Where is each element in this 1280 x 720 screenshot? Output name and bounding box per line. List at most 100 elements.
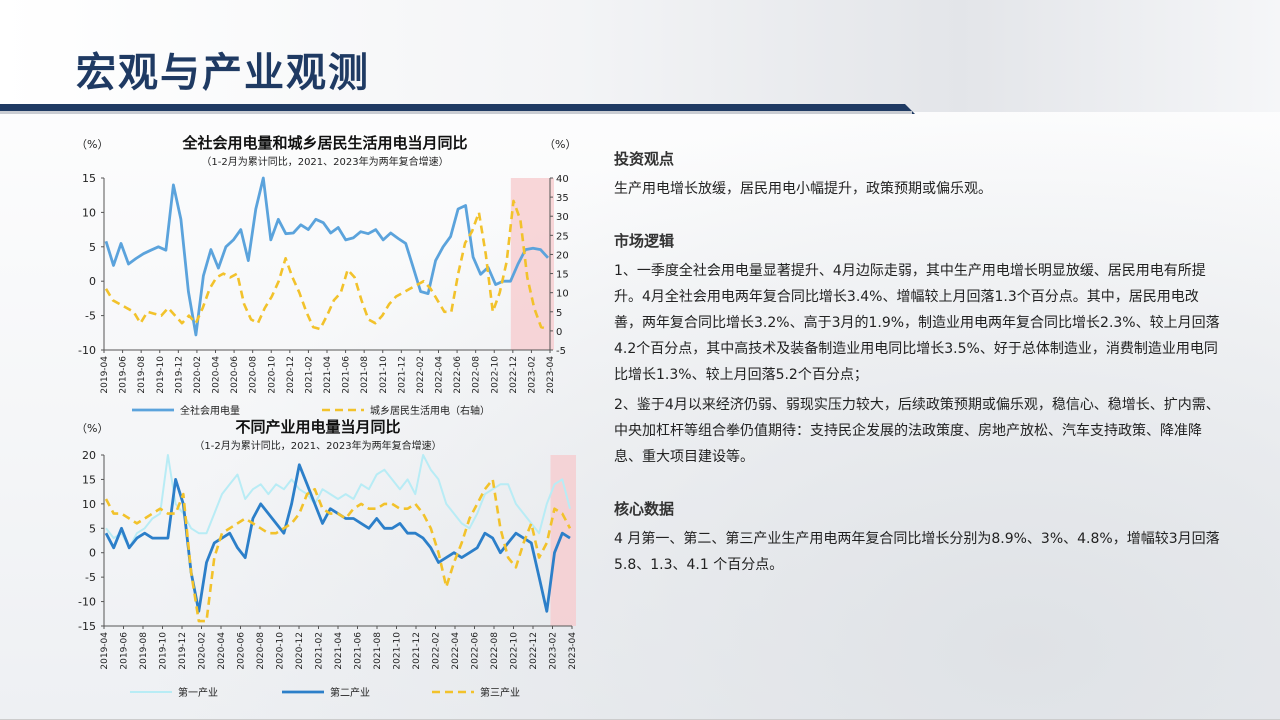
x-tick-label: 2019-10 xyxy=(159,632,169,670)
x-tick-label: 2021-04 xyxy=(334,632,344,670)
legend-label-3: 第三产业 xyxy=(480,686,520,699)
section-title: 核心数据 xyxy=(614,500,675,518)
y2-tick-label: -5 xyxy=(556,346,566,357)
y2-tick-label: 25 xyxy=(556,231,569,242)
series-line-1 xyxy=(104,176,550,337)
x-tick-label: 2022-02 xyxy=(416,356,426,394)
x-tick-label: 2023-02 xyxy=(549,632,559,670)
x-tick-label: 2023-02 xyxy=(527,356,537,394)
x-tick-label: 2019-04 xyxy=(100,632,110,670)
title-rule xyxy=(0,104,915,114)
section-investment-view: 投资观点 生产用电增长放缓，居民用电小幅提升，政策预期或偏乐观。 xyxy=(614,146,1224,202)
y-tick-label: -5 xyxy=(85,571,96,584)
x-tick-label: 2023-04 xyxy=(568,632,578,670)
x-tick-label: 2019-12 xyxy=(178,632,188,670)
section-paragraph: 1、一季度全社会用电量显著提升、4月边际走弱，其中生产用电增长明显放缓、居民用电… xyxy=(614,263,1220,383)
y2-tick-label: 5 xyxy=(556,308,562,319)
legend-label-2: 城乡居民生活用电（右轴） xyxy=(370,404,490,417)
page-title: 宏观与产业观测 xyxy=(76,50,370,96)
section-paragraph: 4 月第一、第二、第三产业生产用电两年复合同比增长分别为8.9%、3%、4.8%… xyxy=(614,531,1220,573)
section-market-logic: 市场逻辑 1、一季度全社会用电量显著提升、4月边际走弱，其中生产用电增长明显放缓… xyxy=(614,228,1224,470)
section-core-data: 核心数据 4 月第一、第二、第三产业生产用电两年复合同比增长分别为8.9%、3%… xyxy=(614,496,1224,578)
legend-label-2: 第二产业 xyxy=(330,686,370,699)
chart-subtitle: （1-2月为累计同比，2021、2023年为两年复合增速） xyxy=(194,439,441,452)
x-tick-label: 2019-06 xyxy=(119,356,129,394)
x-tick-label: 2022-12 xyxy=(529,632,539,670)
section-title: 投资观点 xyxy=(614,150,675,168)
section-paragraph: 2、鉴于4月以来经济仍弱、弱现实压力较大，后续政策预期或偏乐观，稳信心、稳增长、… xyxy=(614,397,1220,465)
x-tick-label: 2019-04 xyxy=(100,356,110,394)
title-band xyxy=(0,0,1280,112)
x-tick-label: 2021-10 xyxy=(379,356,389,394)
x-tick-label: 2022-08 xyxy=(472,356,482,394)
x-tick-label: 2021-12 xyxy=(397,356,407,394)
x-tick-label: 2020-06 xyxy=(237,632,247,670)
x-tick-label: 2020-08 xyxy=(249,356,259,394)
x-tick-label: 2020-06 xyxy=(230,356,240,394)
chart-title: 全社会用电量和城乡居民生活用电当月同比 xyxy=(181,134,467,152)
x-tick-label: 2020-12 xyxy=(295,632,305,670)
x-tick-label: 2022-04 xyxy=(435,356,445,394)
chart-total-residential-electricity: 全社会用电量和城乡居民生活用电当月同比 （1-2月为累计同比，2021、2023年… xyxy=(76,134,576,417)
y-tick-label: 0 xyxy=(89,547,96,560)
x-tick-label: 2022-08 xyxy=(490,632,500,670)
x-tick-label: 2020-04 xyxy=(217,632,227,670)
x-tick-label: 2021-06 xyxy=(354,632,364,670)
series-line-2 xyxy=(104,199,549,331)
x-tick-label: 2019-08 xyxy=(137,356,147,394)
x-tick-label: 2022-06 xyxy=(453,356,463,394)
x-tick-label: 2021-12 xyxy=(412,632,422,670)
legend-label-1: 第一产业 xyxy=(178,686,218,699)
x-tick-label: 2019-10 xyxy=(156,356,166,394)
y-axis-label: （%） xyxy=(76,422,108,435)
y-tick-label: 20 xyxy=(82,449,96,462)
y-tick-label: 10 xyxy=(82,498,96,511)
x-tick-label: 2021-02 xyxy=(315,632,325,670)
series-line-3 xyxy=(104,478,572,623)
y2-tick-label: 20 xyxy=(556,250,569,261)
x-tick-label: 2021-04 xyxy=(323,356,333,394)
y-tick-label: -5 xyxy=(85,310,96,323)
x-tick-label: 2022-12 xyxy=(509,356,519,394)
x-tick-label: 2022-10 xyxy=(490,356,500,394)
x-tick-label: 2019-06 xyxy=(120,632,130,670)
y-tick-label: 0 xyxy=(89,275,96,288)
section-title: 市场逻辑 xyxy=(614,232,675,250)
y-axis-label: （%） xyxy=(76,138,108,151)
x-tick-label: 2021-06 xyxy=(342,356,352,394)
x-tick-label: 2022-04 xyxy=(451,632,461,670)
x-tick-label: 2020-10 xyxy=(267,356,277,394)
y2-tick-label: 30 xyxy=(556,212,569,223)
chart-title: 不同产业用电量当月同比 xyxy=(235,418,400,436)
x-tick-label: 2019-12 xyxy=(174,356,184,394)
right-panel: 投资观点 生产用电增长放缓，居民用电小幅提升，政策预期或偏乐观。 市场逻辑 1、… xyxy=(614,146,1224,578)
y-tick-label: 15 xyxy=(82,473,96,486)
y-tick-label: 5 xyxy=(89,522,96,535)
y2-axis-label: （%） xyxy=(544,138,576,151)
y2-tick-label: 0 xyxy=(556,327,562,338)
x-tick-label: 2019-08 xyxy=(139,632,149,670)
x-tick-label: 2020-02 xyxy=(198,632,208,670)
y-tick-label: 10 xyxy=(82,206,96,219)
y-tick-label: -10 xyxy=(78,596,96,609)
legend-label-1: 全社会用电量 xyxy=(180,404,240,417)
x-tick-label: 2020-02 xyxy=(193,356,203,394)
x-tick-label: 2020-08 xyxy=(256,632,266,670)
x-tick-label: 2020-10 xyxy=(276,632,286,670)
y-tick-label: -15 xyxy=(78,620,96,633)
y-tick-label: 15 xyxy=(82,172,96,185)
y2-tick-label: 15 xyxy=(556,270,569,281)
y2-tick-label: 35 xyxy=(556,193,569,204)
x-tick-label: 2021-10 xyxy=(393,632,403,670)
x-tick-label: 2020-12 xyxy=(286,356,296,394)
x-tick-label: 2022-10 xyxy=(510,632,520,670)
x-tick-label: 2021-02 xyxy=(304,356,314,394)
y2-tick-label: 40 xyxy=(556,174,569,185)
x-tick-label: 2020-04 xyxy=(212,356,222,394)
y2-tick-label: 10 xyxy=(556,289,569,300)
x-tick-label: 2022-06 xyxy=(471,632,481,670)
section-paragraph: 生产用电增长放缓，居民用电小幅提升，政策预期或偏乐观。 xyxy=(614,181,992,197)
y-tick-label: -10 xyxy=(78,344,96,357)
x-tick-label: 2023-04 xyxy=(546,356,556,394)
